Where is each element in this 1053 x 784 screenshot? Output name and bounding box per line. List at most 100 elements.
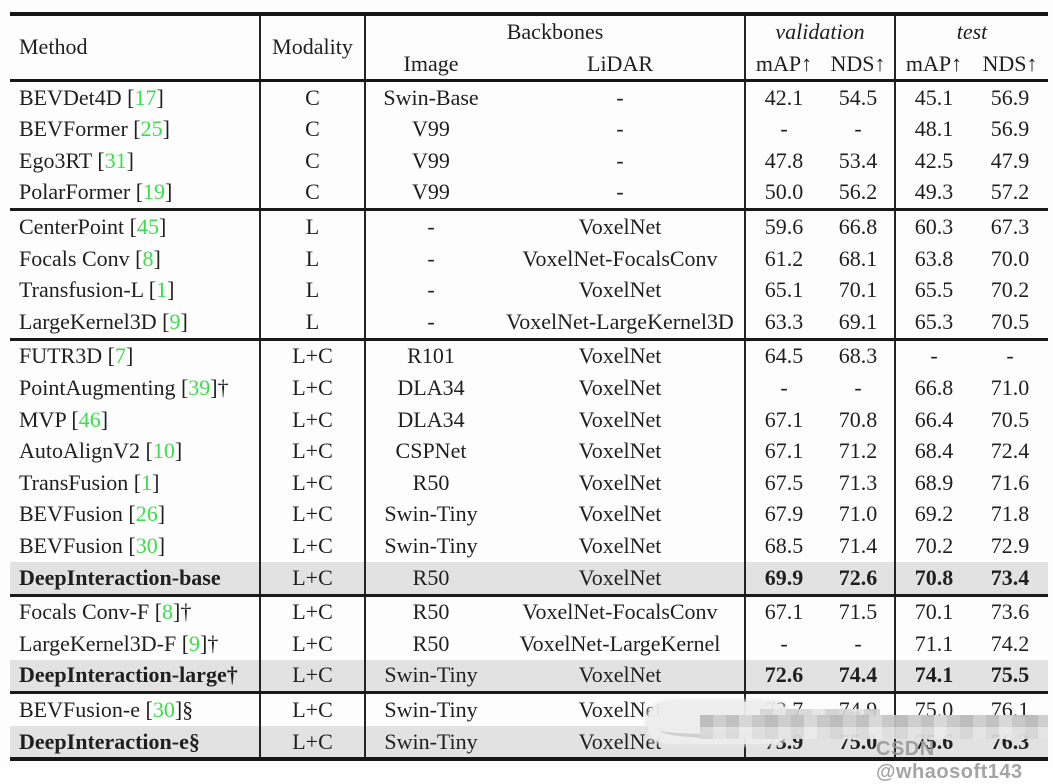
citation-wrap: [26]: [122, 501, 166, 527]
citation-wrap: [7]: [102, 343, 134, 369]
method-name: BEVDet4D: [19, 84, 122, 110]
method-name: DeepInteraction-e: [19, 728, 189, 754]
citation-wrap: [39]: [175, 375, 218, 401]
table-row: LargeKernel3D-F [9]† L+C R50 VoxelNet-La…: [10, 628, 1048, 660]
lidar-backbone-cell: VoxelNet-LargeKernel3D: [496, 306, 746, 340]
val-map-cell: 69.9: [764, 564, 804, 590]
modality-cell: L+C: [260, 530, 366, 562]
test-nds-cell: 56.9: [990, 116, 1030, 142]
test-nds-cell: 72.4: [990, 438, 1030, 464]
citation-wrap: [1]: [128, 469, 160, 495]
method-suffix: †: [207, 630, 219, 656]
method-cell: LargeKernel3D-F [9]†: [10, 628, 261, 660]
citation-wrap: [8]: [129, 245, 161, 271]
test-map-cell: 70.2: [914, 533, 954, 559]
col-header-validation: validation: [745, 14, 896, 49]
lidar-backbone-cell: VoxelNet-FocalsConv: [496, 242, 746, 275]
image-backbone-cell: R50: [412, 564, 450, 590]
citation-wrap: [1]: [143, 277, 175, 303]
method-name: AutoAlignV2: [19, 438, 140, 464]
table-row: Focals Conv [8] L - VoxelNet-FocalsConv …: [10, 242, 1048, 275]
table-row: DeepInteraction-base L+C R50 VoxelNet 69…: [10, 561, 1048, 595]
test-map-cell: 60.3: [895, 208, 972, 243]
image-backbone-cell: DLA34: [397, 406, 465, 432]
citation-ref: 30: [152, 696, 175, 722]
image-backbone-cell: -: [427, 245, 435, 271]
image-backbone-cell: R101: [365, 337, 496, 373]
test-nds-cell: 74.2: [990, 630, 1030, 656]
method-name: Transfusion-L: [19, 277, 144, 303]
citation-ref: 30: [135, 533, 158, 559]
modality-cell: L+C: [260, 467, 366, 499]
val-nds-cell: 68.3: [822, 337, 896, 373]
citation-wrap: [46]: [65, 406, 109, 432]
test-nds-cell: 73.4: [990, 564, 1030, 590]
method-cell: Transfusion-L [1]: [10, 274, 261, 307]
watermark-mosaic-small: [760, 709, 880, 717]
val-map-cell: 61.2: [764, 245, 804, 271]
table-body: BEVDet4D [17] C Swin-Base - 42.1 54.5 45…: [10, 80, 1048, 760]
val-map-cell: 63.3: [764, 308, 804, 334]
method-name: LargeKernel3D-F: [19, 630, 177, 656]
modality-cell: L+C: [260, 403, 366, 436]
watermark-text: CSDN @whaosoft143: [876, 738, 1023, 783]
lidar-backbone-cell: VoxelNet: [496, 530, 746, 562]
citation-wrap: [30]: [140, 696, 183, 722]
method-name: CenterPoint: [19, 214, 125, 240]
lidar-backbone-cell: -: [496, 113, 746, 146]
image-backbone-cell: -: [365, 208, 496, 243]
method-cell: Focals Conv [8]: [10, 242, 261, 275]
lidar-backbone-cell: VoxelNet: [496, 561, 746, 595]
method-name: Focals Conv: [19, 245, 130, 271]
image-backbone-cell: R50: [412, 469, 450, 495]
table-row: PolarFormer [19] C V99 - 50.0 56.2 49.3 …: [10, 176, 1048, 210]
val-nds-cell: 71.5: [822, 593, 896, 629]
val-map-cell: -: [780, 116, 788, 142]
test-map-cell: 65.3: [914, 308, 954, 334]
paper-page: Method Modality Backbones validation tes…: [10, 12, 1048, 783]
method-cell: BEVDet4D [17]: [10, 80, 261, 114]
test-nds-cell: 71.0: [990, 375, 1030, 401]
test-map-cell: -: [895, 337, 972, 373]
val-nds-cell: 54.5: [822, 80, 896, 114]
citation-wrap: [45]: [124, 214, 167, 240]
test-map-cell: 70.1: [895, 593, 972, 629]
method-cell: DeepInteraction-large†: [10, 659, 261, 693]
test-nds-cell: 75.5: [990, 662, 1030, 688]
val-nds-cell: 68.1: [822, 242, 896, 275]
lidar-backbone-cell: VoxelNet: [496, 435, 746, 468]
method-cell: BEVFusion-e [30]§: [10, 691, 261, 726]
citation-ref: 7: [114, 343, 126, 369]
method-cell: BEVFormer [25]: [10, 113, 261, 146]
test-nds-cell: 71.8: [990, 501, 1030, 527]
test-nds-cell: -: [972, 337, 1048, 373]
method-cell: FUTR3D [7]: [10, 337, 261, 373]
test-map-cell: 65.5: [914, 277, 954, 303]
method-cell: MVP [46]: [10, 403, 261, 436]
val-nds-cell: 74.4: [822, 659, 896, 693]
val-nds-cell: 72.6: [822, 561, 896, 595]
method-name: FUTR3D: [19, 343, 103, 369]
val-nds-cell: 71.3: [822, 467, 896, 499]
val-nds-cell: -: [822, 628, 896, 660]
citation-ref: 17: [134, 84, 157, 110]
citation-ref: 1: [141, 469, 153, 495]
citation-ref: 9: [169, 308, 181, 334]
image-backbone-cell: -: [427, 308, 435, 334]
test-nds-cell: 47.9: [990, 147, 1030, 173]
modality-cell: C: [260, 176, 366, 210]
lidar-backbone-cell: VoxelNet: [496, 403, 746, 436]
citation-ref: 46: [78, 406, 101, 432]
modality-cell: L+C: [260, 498, 366, 531]
method-name: DeepInteraction-base: [19, 564, 221, 590]
val-nds-cell: 53.4: [822, 145, 896, 177]
image-backbone-cell: V99: [412, 179, 450, 205]
val-nds-cell: 71.0: [822, 498, 896, 531]
val-map-cell: 67.1: [745, 593, 822, 629]
table-row: MVP [46] L+C DLA34 VoxelNet 67.1 70.8 66…: [10, 403, 1048, 436]
test-nds-cell: 72.9: [990, 533, 1030, 559]
method-suffix: †: [180, 599, 192, 625]
citation-ref: 45: [136, 214, 159, 240]
method-cell: Focals Conv-F [8]†: [10, 593, 261, 629]
table-row: AutoAlignV2 [10] L+C CSPNet VoxelNet 67.…: [10, 435, 1048, 468]
